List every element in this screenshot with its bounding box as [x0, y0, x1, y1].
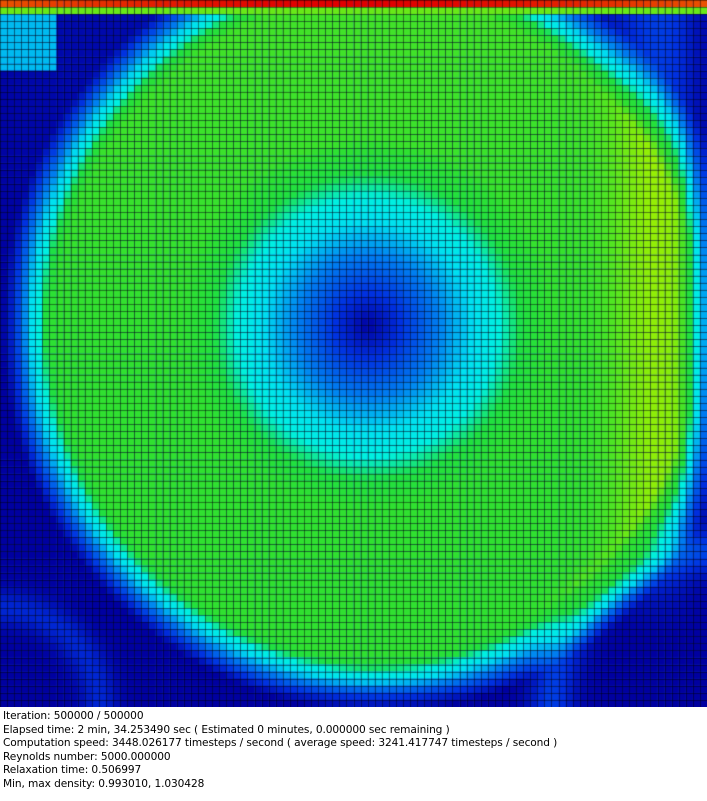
computation-speed-readout: Computation speed: 3448.026177 timesteps… [3, 737, 558, 749]
status-panel: Iteration: 500000 / 500000 Elapsed time:… [0, 708, 707, 801]
reynolds-number-readout: Reynolds number: 5000.000000 [3, 750, 171, 763]
elapsed-time-readout: Elapsed time: 2 min, 34.253490 sec ( Est… [3, 723, 450, 736]
relaxation-time-readout: Relaxation time: 0.506997 [3, 764, 142, 776]
iteration-readout: Iteration: 500000 / 500000 [3, 710, 144, 722]
density-range-readout: Min, max density: 0.993010, 1.030428 [3, 777, 205, 790]
velocity-field-view [0, 0, 707, 707]
